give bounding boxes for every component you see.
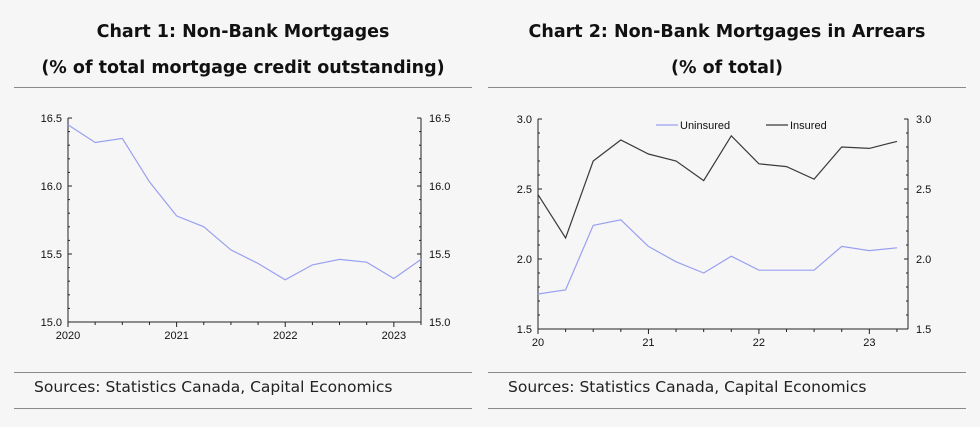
chart-1-y-tick-label-right: 15.5 (429, 249, 450, 261)
chart-1-x-tick-label: 2021 (164, 330, 188, 342)
chart-2-source: Sources: Statistics Canada, Capital Econ… (508, 378, 867, 396)
chart-1-y-tick-label-left: 16.0 (41, 181, 62, 193)
chart-2-y-tick-label-left: 2.5 (517, 184, 532, 196)
chart-1-x-tick-label: 2023 (382, 330, 406, 342)
chart-2-y-tick-label-right: 1.5 (916, 324, 931, 336)
chart-2-y-tick-label-left: 2.0 (517, 254, 532, 266)
chart-1-y-tick-label-right: 15.0 (429, 317, 450, 329)
chart-1-source: Sources: Statistics Canada, Capital Econ… (34, 378, 393, 396)
chart-1-subtitle: (% of total mortgage credit outstanding) (41, 58, 445, 78)
chart-1-x-tick-label: 2022 (273, 330, 297, 342)
chart-2-y-tick-label-right: 2.0 (916, 254, 931, 266)
chart-1-series-line (67, 124, 422, 281)
chart-1-x-tick-label: 2020 (56, 330, 80, 342)
chart-2-subtitle: (% of total) (671, 58, 783, 78)
chart-2-title: Chart 2: Non-Bank Mortgages in Arrears (528, 22, 926, 42)
chart-1-y-tick-label-right: 16.0 (429, 181, 450, 193)
chart-2-x-tick-label: 23 (863, 337, 875, 349)
chart-1-panel: Chart 1: Non-Bank Mortgages (% of total … (14, 0, 472, 427)
chart-1-y-tick-label-right: 16.5 (429, 113, 450, 125)
chart-2-y-tick-label-right: 2.5 (916, 184, 931, 196)
chart-1-y-tick-label-left: 15.5 (41, 249, 62, 261)
chart-2-y-tick-label-right: 3.0 (916, 114, 931, 126)
chart-2-legend-insured-label: Insured (790, 120, 827, 132)
chart-2-bottom-rule (488, 408, 966, 409)
chart-2-top-rule (488, 87, 966, 88)
chart-2-y-tick-label-left: 3.0 (517, 114, 532, 126)
chart-2-panel: Chart 2: Non-Bank Mortgages in Arrears (… (488, 0, 966, 427)
chart-2-legend-uninsured-label: Uninsured (680, 120, 730, 132)
chart-2-plot: 3.0 3.02.5 2.52.0 2.01.5 1.520 21 22 23Uninsure… (517, 114, 932, 349)
chart-2-insured-line (537, 134, 898, 240)
chart-2-uninsured-line (537, 219, 898, 295)
chart-1-title-block: Chart 1: Non-Bank Mortgages (% of total … (14, 14, 472, 86)
chart-1-y-tick-label-left: 15.0 (41, 317, 62, 329)
chart-2-x-tick-label: 21 (642, 337, 654, 349)
chart-2-source-rule-top (488, 372, 966, 373)
chart-1-source-rule-top (14, 372, 472, 373)
chart-2-y-tick-label-left: 1.5 (517, 324, 532, 336)
chart-1-bottom-rule (14, 408, 472, 409)
chart-2-x-tick-label: 22 (753, 337, 765, 349)
chart-1-top-rule (14, 87, 472, 88)
chart-2-title-block: Chart 2: Non-Bank Mortgages in Arrears (… (488, 14, 966, 86)
chart-1-title: Chart 1: Non-Bank Mortgages (96, 22, 390, 42)
chart-2-x-tick-label: 20 (532, 337, 544, 349)
chart-1-y-tick-label-left: 16.5 (41, 113, 62, 125)
